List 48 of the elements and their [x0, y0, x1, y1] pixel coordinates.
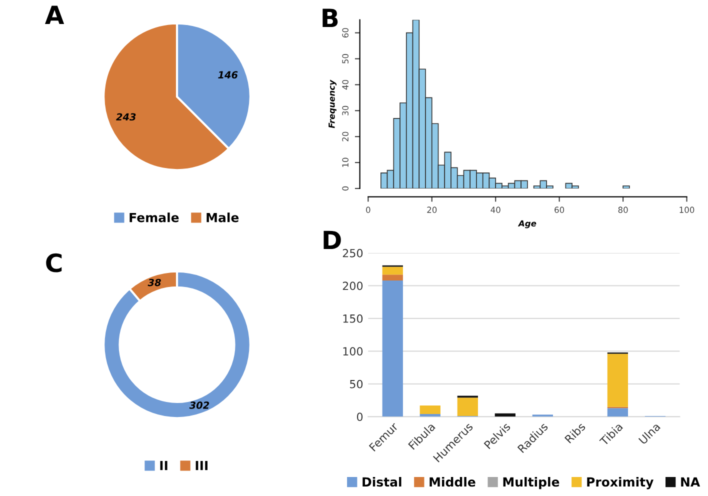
data-label: 302	[189, 402, 210, 409]
legend-label: II	[160, 460, 168, 470]
data-label: 38	[148, 278, 161, 286]
y-tick-label: 40	[342, 80, 348, 90]
bar	[457, 398, 478, 416]
y-tick-label: 10	[342, 158, 348, 167]
legend-label: NA	[681, 477, 700, 486]
legend-label: III	[196, 460, 208, 470]
legend-label: Female	[130, 212, 179, 222]
y-tick-label: 50	[350, 380, 363, 388]
y-tick-label: 0	[342, 186, 348, 191]
y-tick-label: 50	[342, 54, 348, 64]
x-tick-label: 40	[490, 206, 500, 213]
bar	[382, 274, 403, 280]
data-label: 243	[116, 113, 136, 121]
bar	[494, 413, 516, 417]
chart-title: B	[322, 8, 338, 28]
legend-label: Middle	[430, 476, 476, 487]
legend-label: Proximity	[587, 476, 654, 490]
bar	[607, 354, 628, 407]
bar	[382, 266, 403, 275]
y-tick-label: 100	[343, 347, 363, 356]
bar	[607, 408, 628, 417]
y-tick-label: 60	[342, 28, 348, 38]
bar	[382, 280, 403, 417]
x-tick-label: 80	[618, 206, 628, 213]
chart-title: C	[46, 253, 62, 272]
chart-title: A	[44, 6, 64, 24]
data-label: 146	[218, 71, 238, 79]
y-tick-label: 250	[342, 248, 363, 258]
legend-label: Multiple	[503, 476, 560, 490]
y-tick-label: 20	[342, 132, 348, 142]
chart-title: D	[324, 230, 341, 250]
donut-slice	[102, 270, 252, 420]
x-tick-label: 60	[554, 206, 564, 213]
y-tick-label: 0	[356, 412, 363, 422]
y-tick-label: 30	[342, 106, 348, 116]
bar	[420, 414, 440, 417]
y-axis-title: Frequency	[328, 80, 336, 128]
x-tick-label: 0	[366, 206, 370, 213]
x-axis-title: Age	[518, 220, 536, 228]
x-tick-label: 20	[427, 206, 437, 213]
legend-label: Distal	[362, 476, 402, 487]
bar	[420, 406, 440, 414]
y-tick-label: 150	[343, 314, 363, 323]
x-tick-label: 100	[680, 206, 694, 213]
y-tick-label: 200	[342, 282, 363, 290]
legend-label: Male	[206, 212, 239, 222]
